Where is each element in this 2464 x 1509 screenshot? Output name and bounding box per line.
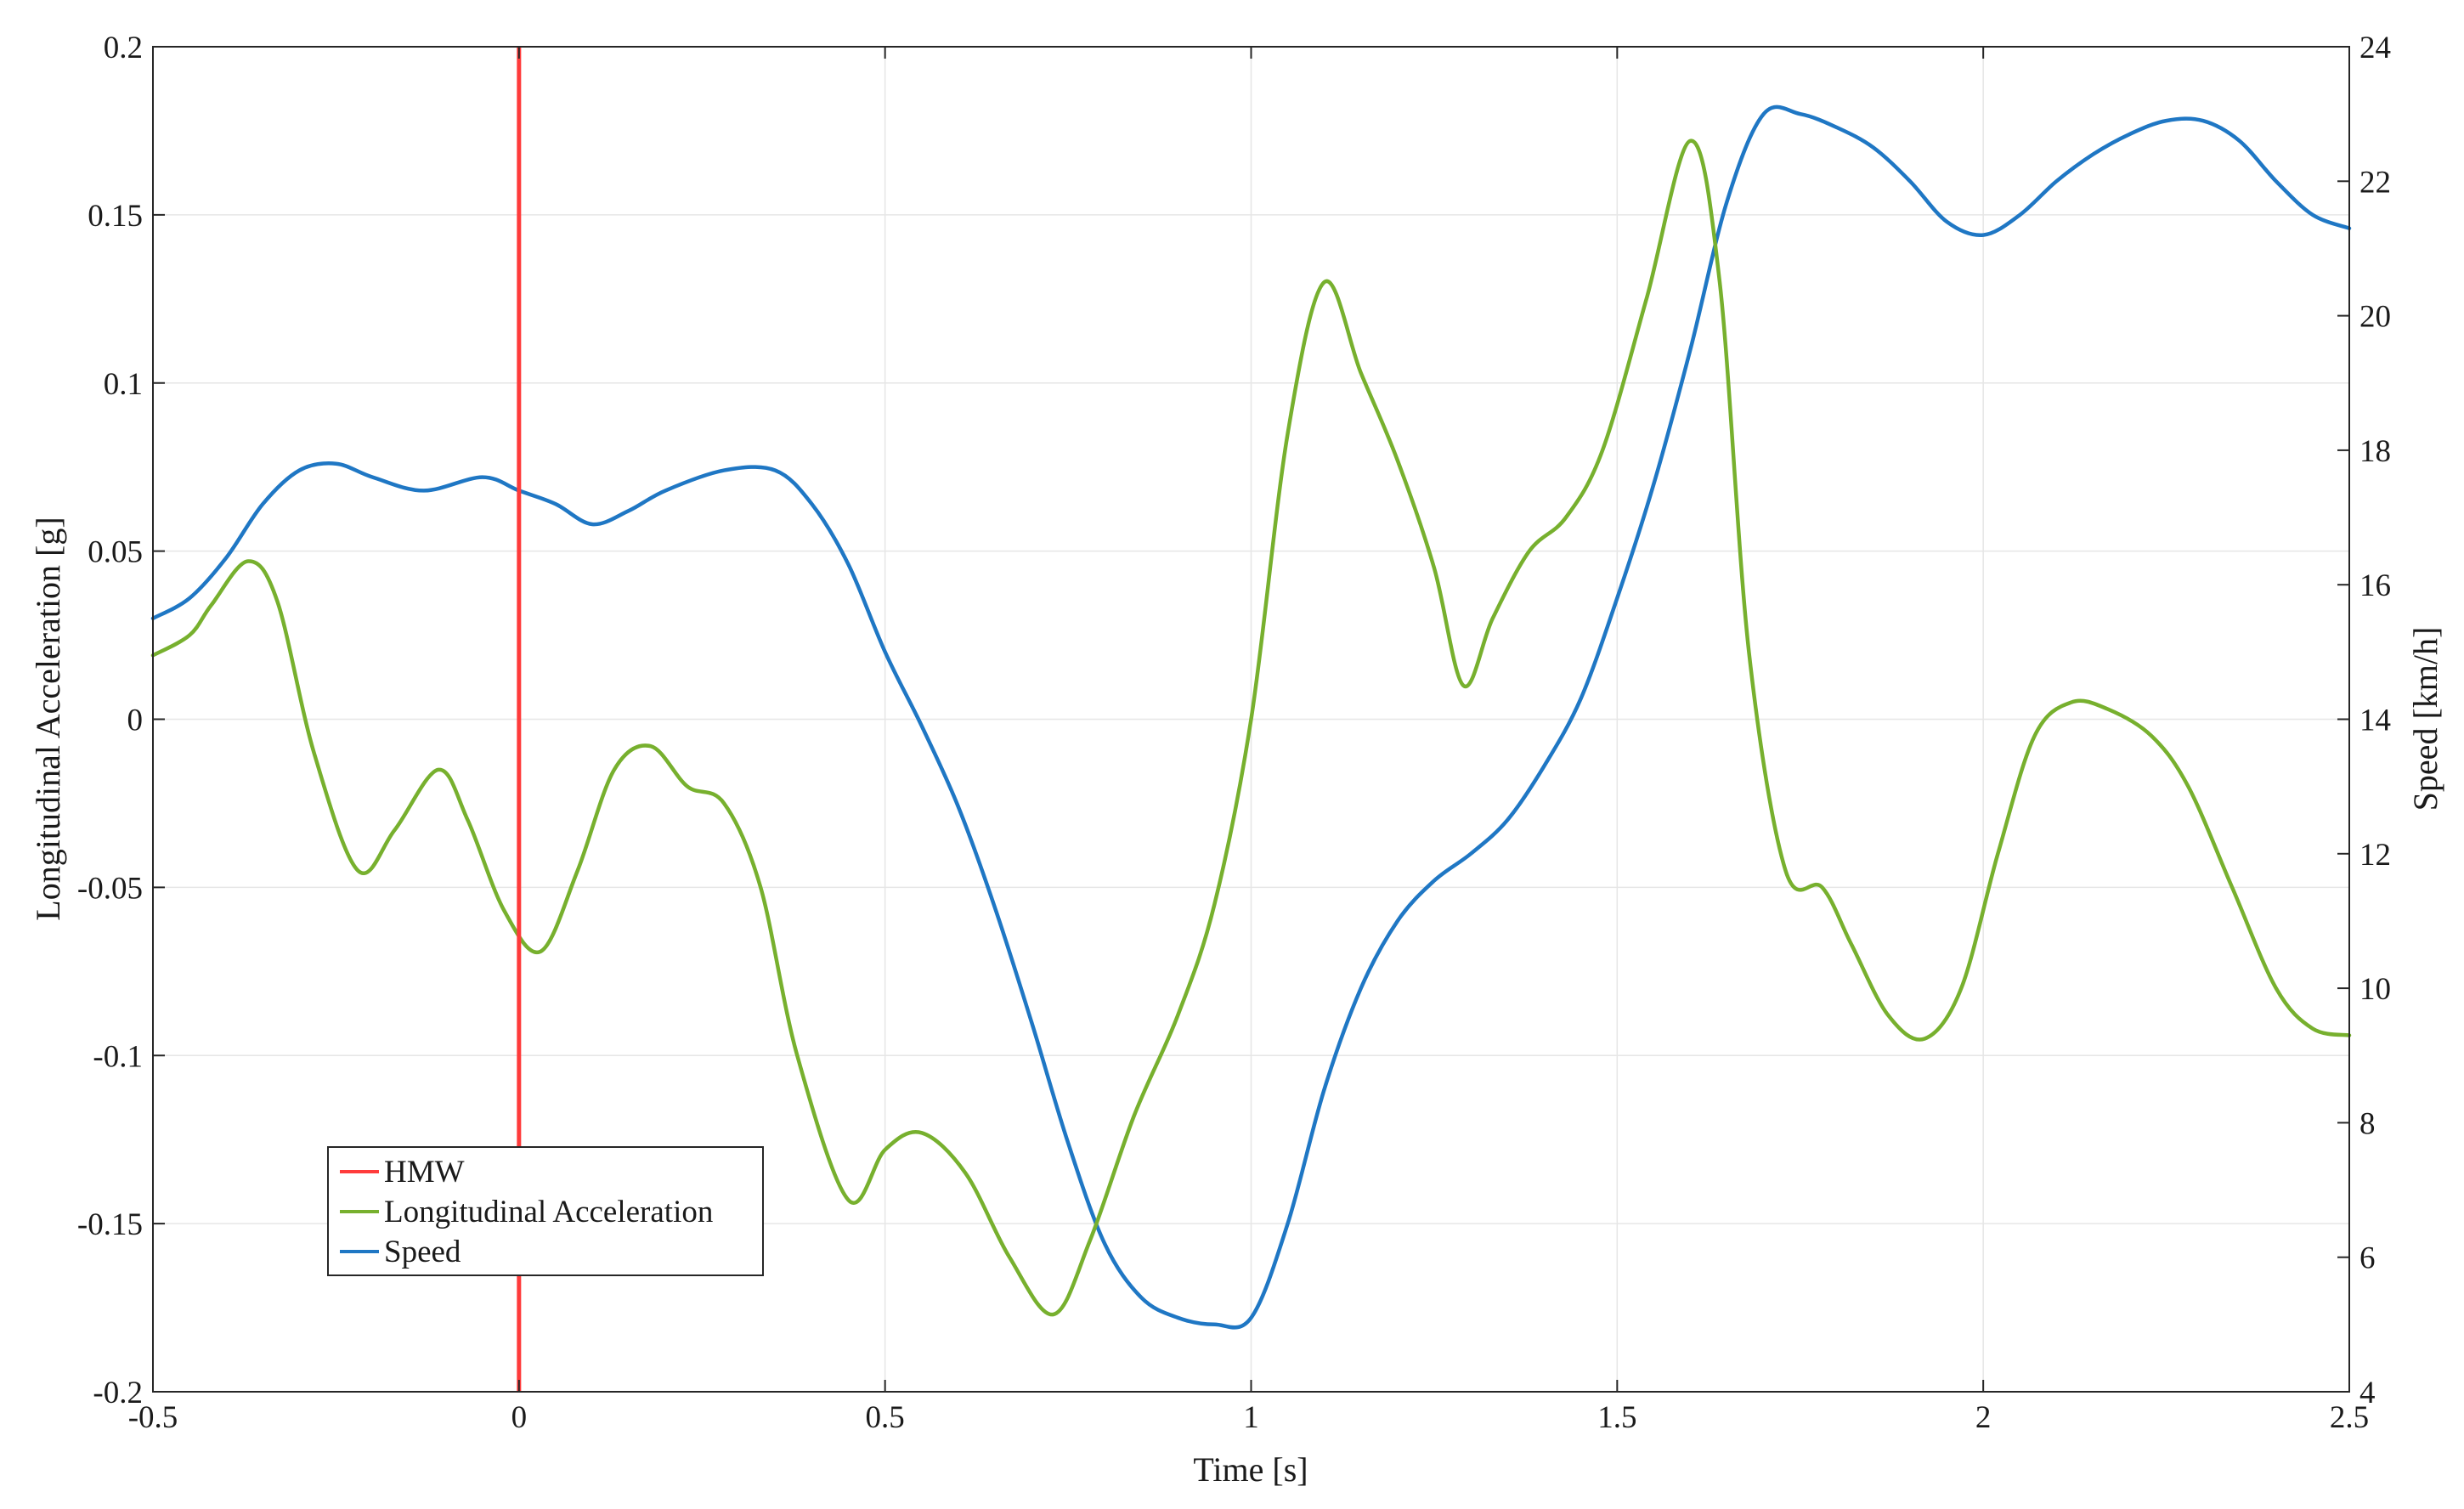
x-tick-label: -0.5 — [128, 1400, 178, 1435]
y-left-tick-label: -0.05 — [77, 871, 143, 906]
y-right-tick-label: 16 — [2359, 568, 2391, 603]
legend-label-longitudinal-acceleration: Longitudinal Acceleration — [384, 1195, 713, 1229]
x-tick-label: 1 — [1243, 1400, 1259, 1435]
y-left-tick-label: -0.1 — [93, 1039, 143, 1074]
legend-label-speed: Speed — [384, 1235, 461, 1269]
series-longitudinal-acceleration-line — [150, 138, 2352, 1317]
x-tick-label: 0 — [511, 1400, 528, 1435]
x-tick-label: 0.5 — [866, 1400, 905, 1435]
y-axis-left-title: Longitudinal Acceleration [g] — [29, 517, 67, 920]
x-axis-title: Time [s] — [1193, 1450, 1308, 1489]
y-left-tick-label: 0.2 — [104, 31, 143, 65]
y-right-tick-label: 18 — [2359, 434, 2391, 469]
ticks: -0.5 0 0.5 1 1.5 2 2.5 -0.2 -0.15 -0.1 -0.05 0 0.05 0… — [77, 31, 2391, 1435]
y-right-tick-label: 22 — [2359, 165, 2391, 200]
y-left-tick-label: -0.15 — [77, 1207, 143, 1242]
legend-label-hmw: HMW — [384, 1155, 465, 1190]
y-left-tick-label: 0.05 — [88, 535, 143, 570]
y-left-tick-label: -0.2 — [93, 1376, 143, 1410]
y-left-tick-label: 0.15 — [88, 199, 143, 234]
y-right-tick-label: 24 — [2359, 31, 2391, 65]
y-right-tick-label: 20 — [2359, 300, 2391, 335]
y-left-tick-label: 0.1 — [104, 367, 143, 402]
x-tick-label: 1.5 — [1597, 1400, 1636, 1435]
y-right-tick-label: 4 — [2359, 1376, 2376, 1410]
legend-box — [327, 1146, 764, 1276]
y-right-tick-label: 6 — [2359, 1241, 2376, 1276]
series-speed-line — [150, 105, 2352, 1330]
y-right-tick-label: 10 — [2359, 972, 2391, 1007]
legend: HMW Longitudinal Acceleration Speed — [327, 1146, 764, 1276]
y-right-tick-label: 14 — [2359, 704, 2391, 738]
x-tick-label: 2.5 — [2330, 1400, 2369, 1435]
y-right-tick-label: 12 — [2359, 838, 2391, 873]
x-tick-label: 2 — [1975, 1400, 1992, 1435]
y-right-tick-label: 8 — [2359, 1106, 2376, 1141]
y-left-tick-label: 0 — [127, 704, 144, 738]
y-axis-right-title: Speed [km/h] — [2406, 627, 2444, 811]
